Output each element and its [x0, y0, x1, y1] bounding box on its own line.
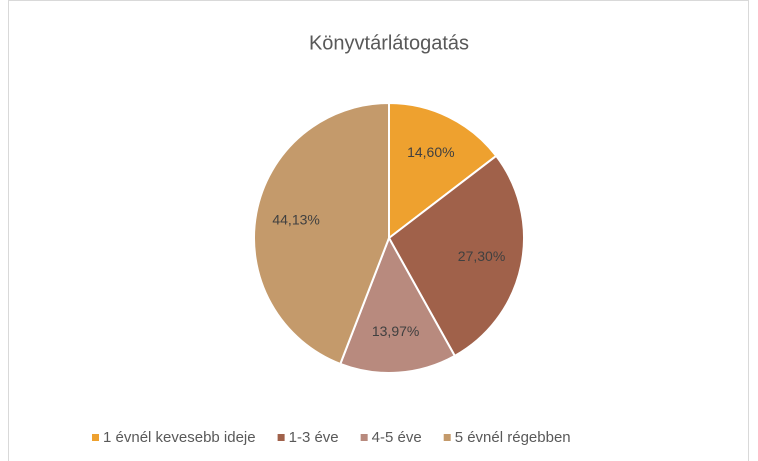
data-label: 44,13% — [272, 211, 319, 227]
pie-slice — [339, 235, 457, 374]
chart-title: Könyvtárlátogatás — [309, 32, 469, 54]
data-label: 27,30% — [458, 248, 505, 264]
data-label: 14,60% — [407, 144, 454, 160]
legend-marker — [92, 434, 99, 441]
pie-slice — [253, 101, 390, 366]
legend-marker — [443, 434, 451, 441]
legend-marker — [360, 434, 368, 441]
data-label: 13,97% — [372, 323, 419, 339]
pie-slice — [387, 154, 525, 358]
legend-marker — [277, 434, 285, 441]
legend-label: 1-3 éve — [289, 429, 339, 446]
legend-label: 4-5 éve — [372, 429, 422, 446]
legend-label: 5 évnél régebben — [455, 429, 571, 446]
pie-slice — [388, 101, 498, 241]
legend-label: 1 évnél kevesebb ideje — [103, 429, 256, 446]
